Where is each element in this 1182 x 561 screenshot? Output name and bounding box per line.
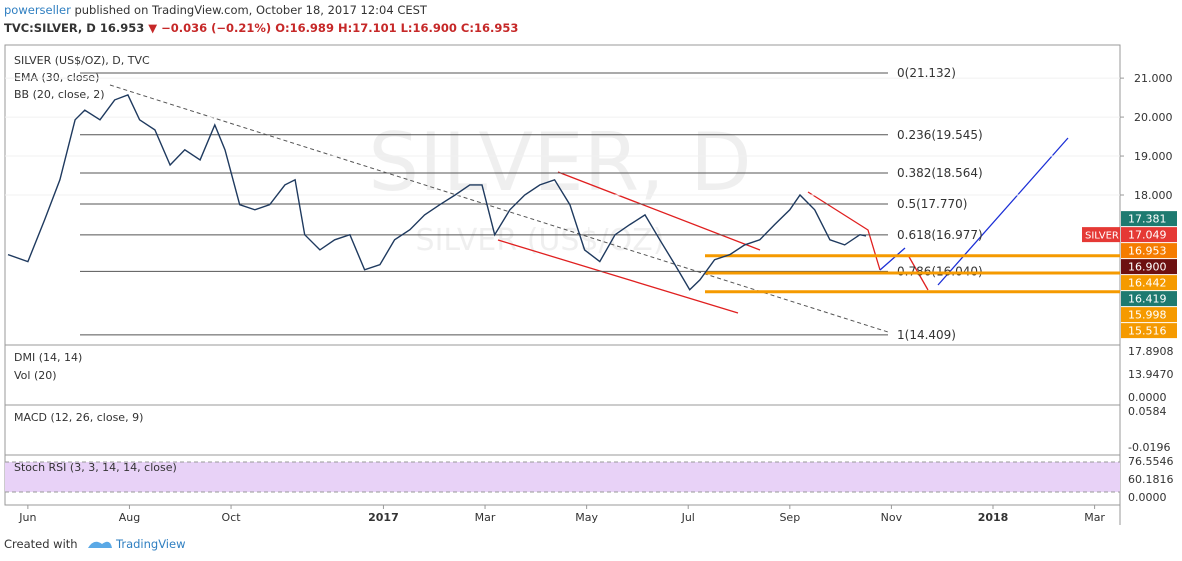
panel-tag: 0.0000 bbox=[1128, 391, 1167, 404]
price-tag bbox=[1121, 259, 1177, 275]
series-tag bbox=[1082, 227, 1120, 243]
x-tick-label: Jun bbox=[18, 511, 36, 524]
price-tag-label: 16.953 bbox=[1128, 245, 1167, 258]
x-tick-label: Mar bbox=[475, 511, 496, 524]
x-tick-label: Nov bbox=[881, 511, 903, 524]
panel-label: Vol (20) bbox=[14, 369, 57, 382]
channel-line bbox=[497, 239, 739, 314]
panel-label: DMI (14, 14) bbox=[14, 351, 82, 364]
price-tag-label: 16.442 bbox=[1128, 277, 1167, 290]
x-tick-label: Jul bbox=[681, 511, 695, 524]
x-tick-label: Mar bbox=[1084, 511, 1105, 524]
chart-title: SILVER (US$/OZ), D, TVC bbox=[14, 54, 150, 67]
x-tick-label: Oct bbox=[222, 511, 242, 524]
panel-tag: 0.0584 bbox=[1128, 405, 1167, 418]
stoch-band bbox=[5, 462, 1120, 492]
panel-label: Stoch RSI (3, 3, 14, 14, close) bbox=[14, 461, 177, 474]
price-line bbox=[7, 94, 867, 291]
price-tag-label: 17.049 bbox=[1128, 229, 1167, 242]
fib-label: 0.236(19.545) bbox=[897, 128, 983, 142]
panel-tag: 60.1816 bbox=[1128, 473, 1174, 486]
close: C:16.953 bbox=[461, 21, 518, 35]
price-tag bbox=[1121, 243, 1177, 259]
panel-tag: 17.8908 bbox=[1128, 345, 1174, 358]
x-tick-label: 2018 bbox=[978, 511, 1009, 524]
price-tag-label: 16.900 bbox=[1128, 261, 1167, 274]
projection-arrow bbox=[937, 137, 1069, 286]
panel-tag: 76.5546 bbox=[1128, 455, 1174, 468]
x-tick-label: Sep bbox=[779, 511, 800, 524]
header-line: powerseller published on TradingView.com… bbox=[4, 3, 428, 17]
fib-label: 0.5(17.770) bbox=[897, 197, 967, 211]
study-label: EMA (30, close) bbox=[14, 71, 99, 84]
open: O:16.989 bbox=[275, 21, 334, 35]
footer-brand[interactable]: TradingView bbox=[115, 537, 185, 551]
watermark: SILVER, D bbox=[368, 116, 751, 209]
price-tag bbox=[1121, 291, 1177, 307]
fib-label: 1(14.409) bbox=[897, 328, 956, 342]
ohlc-line: TVC:SILVER, D 16.953 ▼ −0.036 (−0.21%) O… bbox=[4, 21, 518, 35]
y-tick-label: 20.000 bbox=[1134, 111, 1173, 124]
change: ▼ −0.036 (−0.21%) bbox=[148, 21, 271, 35]
channel-line bbox=[557, 171, 761, 251]
panel-tag: 13.9470 bbox=[1128, 368, 1174, 381]
fib-label: 0.786(16.040) bbox=[897, 264, 983, 278]
price-tag-label: 16.419 bbox=[1128, 293, 1167, 306]
price-tag bbox=[1121, 323, 1177, 339]
panel-tag: -0.0196 bbox=[1128, 441, 1170, 454]
study-label: BB (20, close, 2) bbox=[14, 88, 105, 101]
price-tag bbox=[1121, 307, 1177, 323]
y-tick-label: 21.000 bbox=[1134, 72, 1173, 85]
footer-created: Created with bbox=[4, 537, 78, 551]
author[interactable]: powerseller bbox=[4, 3, 71, 17]
y-tick-label: 19.000 bbox=[1134, 150, 1173, 163]
x-tick-label: 2017 bbox=[368, 511, 399, 524]
price-tag bbox=[1121, 227, 1177, 243]
price-tag bbox=[1121, 211, 1177, 227]
price-tag-label: 15.998 bbox=[1128, 309, 1167, 322]
fib-label: 0.618(16.977) bbox=[897, 228, 983, 242]
y-tick-label: 18.000 bbox=[1134, 189, 1173, 202]
brand-icon bbox=[88, 541, 112, 548]
last: 16.953 bbox=[100, 21, 144, 35]
panel-tag: 0.0000 bbox=[1128, 491, 1167, 504]
projection-arrow bbox=[879, 247, 906, 271]
price-tag-label: 17.381 bbox=[1128, 213, 1167, 226]
panel-label: MACD (12, 26, close, 9) bbox=[14, 411, 143, 424]
x-tick-label: May bbox=[575, 511, 598, 524]
x-tick-label: Aug bbox=[119, 511, 140, 524]
high: H:17.101 bbox=[338, 21, 397, 35]
fib-label: 0(21.132) bbox=[897, 66, 956, 80]
published: published on TradingView.com, October 18… bbox=[71, 3, 428, 17]
symbol: TVC:SILVER, D bbox=[4, 21, 96, 35]
price-tag bbox=[1121, 275, 1177, 291]
price-tag-label: 15.516 bbox=[1128, 325, 1167, 338]
series-tag-label: SILVER bbox=[1085, 231, 1119, 242]
fib-label: 0.382(18.564) bbox=[897, 166, 983, 180]
low: L:16.900 bbox=[401, 21, 457, 35]
